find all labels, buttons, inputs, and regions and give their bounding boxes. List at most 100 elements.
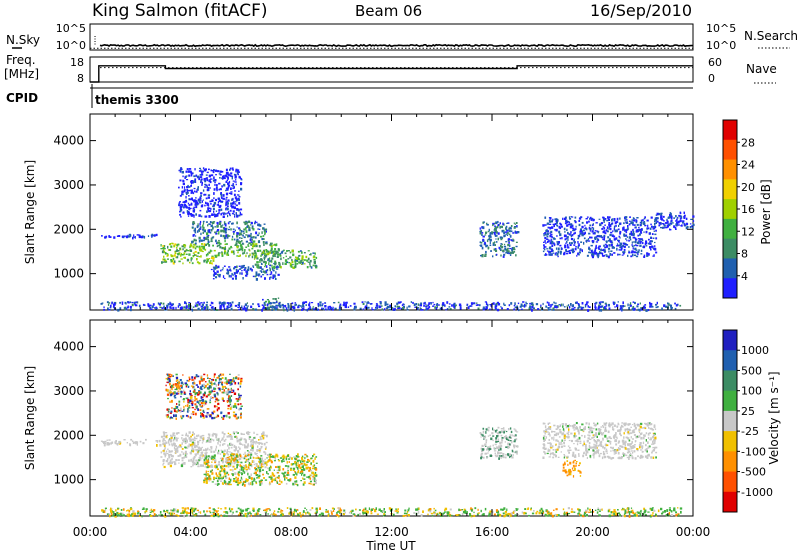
data-cell — [568, 513, 570, 514]
data-cell — [253, 461, 255, 463]
data-cell — [606, 255, 608, 257]
data-cell — [606, 220, 608, 221]
data-cell — [228, 174, 230, 176]
data-cell — [185, 442, 187, 444]
data-cell — [545, 306, 547, 308]
data-cell — [686, 218, 688, 220]
data-cell — [248, 464, 249, 466]
data-cell — [183, 390, 185, 392]
data-cell — [240, 443, 242, 445]
data-cell — [265, 446, 267, 448]
data-cell — [619, 232, 621, 234]
data-cell — [236, 212, 237, 214]
data-cell — [229, 221, 231, 222]
data-cell — [608, 304, 610, 307]
data-cell — [222, 386, 224, 388]
data-cell — [252, 483, 254, 485]
data-cell — [248, 227, 250, 229]
data-cell — [547, 223, 549, 225]
data-cell — [240, 386, 241, 388]
data-cell — [212, 434, 214, 437]
data-cell — [375, 309, 377, 310]
data-cell — [161, 261, 163, 263]
data-cell — [221, 209, 223, 211]
power-cbar-swatch — [723, 199, 737, 219]
data-cell — [244, 472, 246, 474]
data-cell — [254, 255, 256, 258]
data-cell — [205, 400, 207, 401]
data-cell — [613, 509, 615, 511]
data-cell — [236, 431, 238, 433]
data-cell — [496, 241, 497, 243]
data-cell — [212, 200, 213, 202]
data-cell — [186, 433, 187, 435]
data-cell — [113, 306, 115, 308]
data-cell — [635, 237, 637, 239]
data-cell — [234, 214, 235, 215]
data-cell — [675, 215, 677, 217]
data-cell — [196, 202, 198, 204]
data-cell — [340, 304, 342, 306]
data-cell — [604, 247, 606, 248]
data-cell — [206, 254, 208, 257]
data-cell — [298, 255, 299, 257]
data-cell — [230, 407, 232, 410]
data-cell — [238, 451, 240, 453]
data-cell — [214, 267, 216, 270]
data-cell — [118, 442, 120, 444]
data-cell — [648, 309, 650, 311]
data-cell — [184, 252, 186, 254]
data-cell — [266, 231, 267, 233]
data-cell — [619, 218, 621, 220]
data-cell — [124, 236, 126, 238]
data-cell — [313, 460, 315, 463]
data-cell — [526, 303, 528, 304]
data-cell — [244, 306, 245, 308]
data-cell — [256, 278, 258, 281]
data-cell — [232, 469, 234, 472]
data-cell — [258, 457, 259, 459]
data-cell — [186, 200, 188, 202]
data-cell — [259, 261, 261, 262]
data-cell — [425, 304, 426, 305]
data-cell — [199, 409, 201, 411]
data-cell — [403, 515, 405, 517]
data-cell — [261, 231, 262, 234]
data-cell — [609, 216, 611, 218]
data-cell — [636, 305, 638, 307]
data-cell — [263, 235, 265, 237]
data-cell — [244, 224, 246, 226]
data-cell — [629, 236, 631, 239]
data-cell — [678, 224, 680, 225]
data-cell — [227, 302, 229, 304]
data-cell — [556, 229, 558, 231]
data-cell — [166, 451, 167, 453]
data-cell — [130, 309, 132, 312]
data-cell — [237, 232, 239, 235]
data-cell — [222, 389, 224, 390]
data-cell — [271, 466, 272, 468]
data-cell — [581, 226, 583, 229]
data-cell — [227, 180, 228, 182]
data-cell — [216, 187, 218, 190]
data-cell — [281, 473, 283, 474]
data-cell — [481, 232, 483, 234]
data-cell — [671, 514, 673, 516]
data-cell — [675, 224, 677, 227]
data-cell — [561, 248, 562, 250]
data-cell — [641, 223, 643, 225]
data-cell — [558, 251, 560, 254]
data-cell — [183, 409, 184, 412]
data-cell — [291, 266, 293, 268]
data-cell — [550, 217, 552, 220]
data-cell — [594, 233, 595, 235]
data-cell — [241, 238, 243, 239]
data-cell — [313, 484, 315, 485]
data-cell — [165, 442, 167, 444]
data-cell — [224, 481, 226, 483]
data-cell — [476, 303, 478, 304]
data-cell — [176, 249, 178, 252]
data-cell — [227, 306, 229, 308]
data-cell — [169, 462, 171, 464]
data-cell — [578, 220, 580, 222]
